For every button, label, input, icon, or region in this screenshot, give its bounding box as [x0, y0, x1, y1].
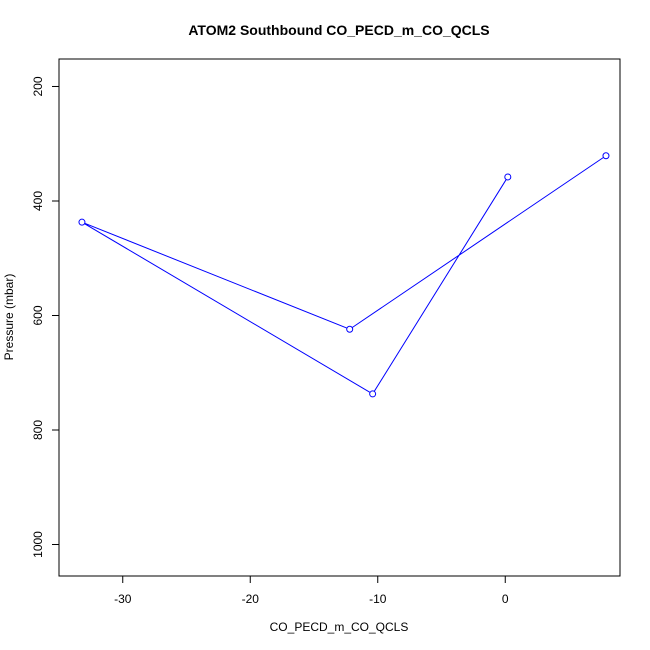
data-point: [346, 325, 354, 333]
y-tick-label: 1000: [31, 531, 45, 558]
series-layer: [78, 152, 610, 398]
y-axis-label: Pressure (mbar): [2, 274, 16, 361]
data-point: [78, 218, 86, 226]
y-tick-label: 800: [31, 420, 45, 440]
x-axis: -30 -20 -10 0: [114, 575, 509, 606]
data-point: [602, 152, 610, 160]
y-tick-label: 600: [31, 305, 45, 325]
x-tick-label: 0: [502, 592, 509, 606]
data-point: [369, 390, 377, 398]
y-tick-label: 400: [31, 191, 45, 211]
y-axis: 200 400 600 800 1000: [31, 76, 60, 558]
data-point: [504, 173, 512, 181]
series-line: [81, 155, 607, 395]
y-tick-label: 200: [31, 76, 45, 96]
x-axis-label: CO_PECD_m_CO_QCLS: [270, 620, 409, 634]
x-tick-label: -20: [242, 592, 260, 606]
chart-title: ATOM2 Southbound CO_PECD_m_CO_QCLS: [188, 22, 489, 38]
x-tick-label: -10: [369, 592, 387, 606]
plot-area-frame: [58, 58, 621, 577]
x-tick-label: -30: [114, 592, 132, 606]
